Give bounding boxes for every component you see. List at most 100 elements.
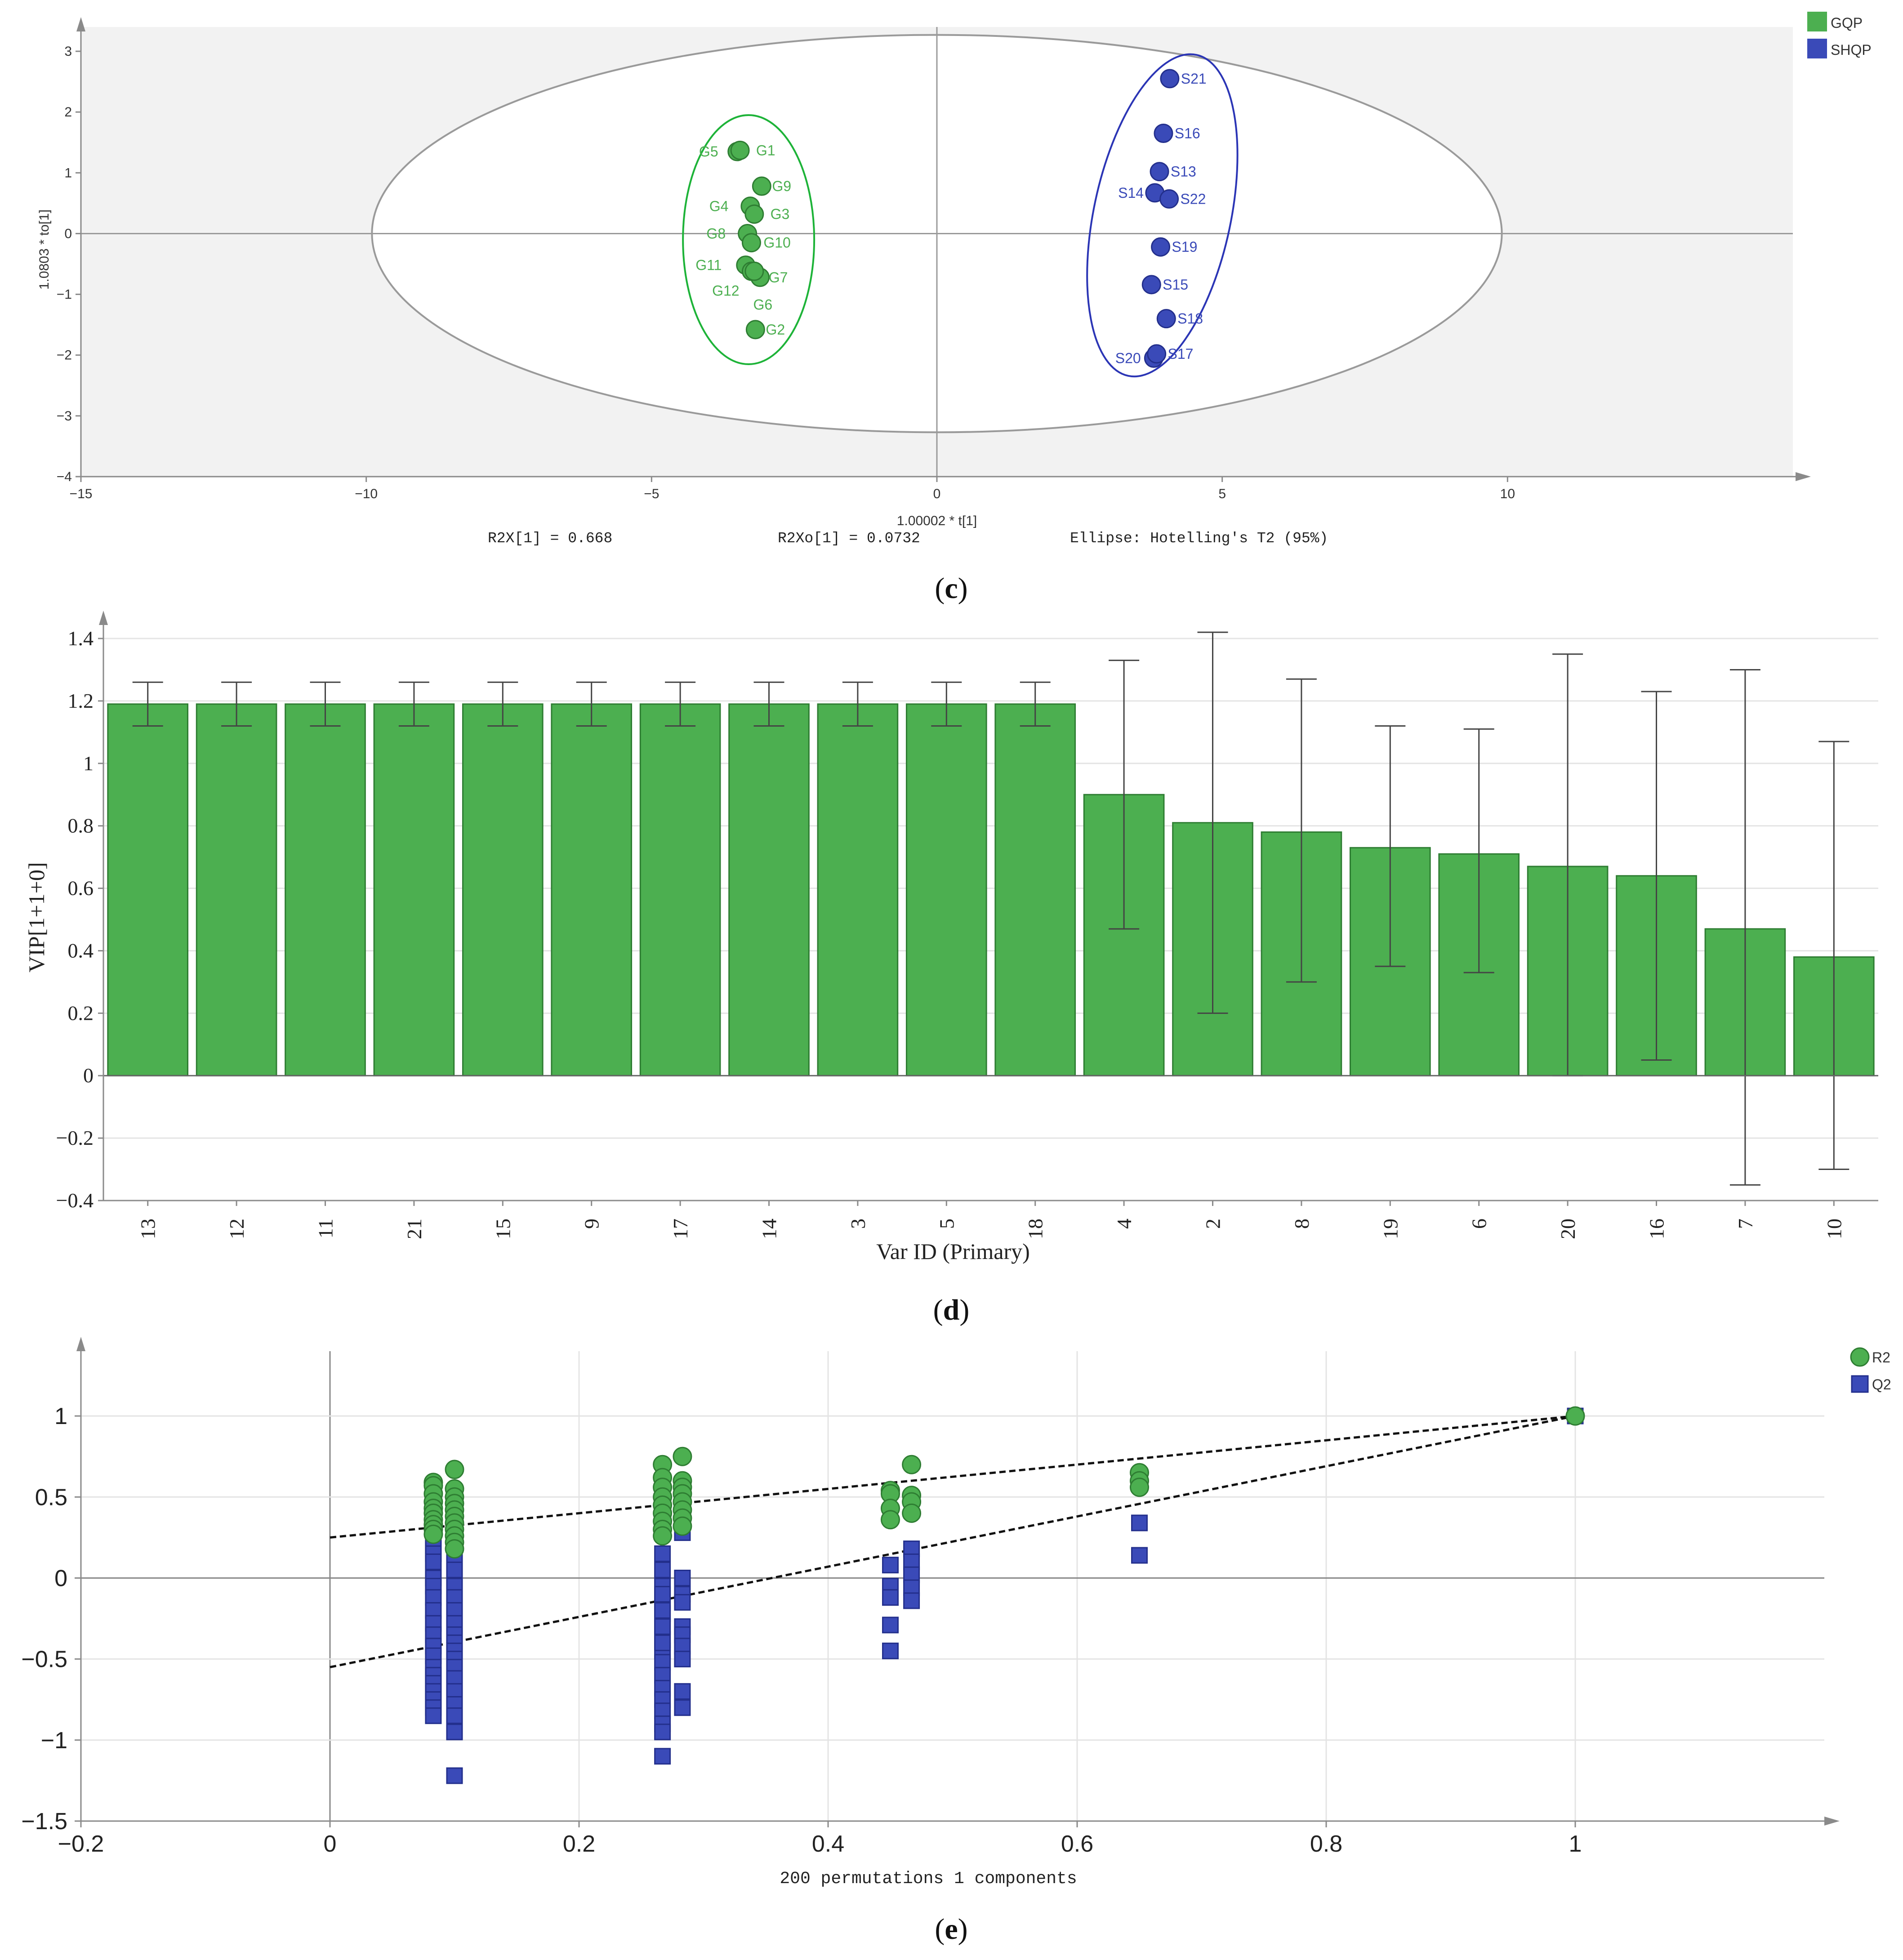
r2-point <box>1130 1478 1149 1497</box>
vip-bar-11 <box>285 703 366 1076</box>
r2xo-stat: R2Xo[1] = 0.0732 <box>778 530 920 547</box>
q2-point <box>654 1748 671 1765</box>
score-plot-x-tick-label: −10 <box>355 487 378 501</box>
score-point-g10 <box>741 233 761 253</box>
vip-y-tick-label: 0.8 <box>68 814 94 837</box>
vip-x-tick-label-9: 9 <box>580 1219 603 1229</box>
r2-point <box>673 1516 692 1536</box>
r2-point <box>1565 1406 1585 1426</box>
score-plot-y-label: 1.0803 * to[1] <box>37 210 52 290</box>
score-plot-y-tick-label: 2 <box>64 105 72 120</box>
q2-point <box>674 1569 691 1586</box>
vip-x-label: Var ID (Primary) <box>876 1239 1030 1264</box>
vip-bar-13 <box>107 703 189 1076</box>
permutation-y-tick-label: 0.5 <box>35 1484 67 1510</box>
r2-point <box>673 1447 692 1466</box>
score-point-label-g7: G7 <box>769 269 788 286</box>
score-point-label-g12: G12 <box>712 282 739 299</box>
group-ellipse-shqp <box>1086 53 1239 378</box>
permutation-x-tick-label: 1 <box>1569 1831 1582 1857</box>
score-point-g1 <box>730 140 750 160</box>
legend-label-r2: R2 <box>1872 1349 1890 1366</box>
group-ellipses <box>682 53 1239 378</box>
permutation-x-tick-label: 0.4 <box>812 1831 844 1857</box>
q2-point <box>1131 1514 1148 1531</box>
score-plot-x-tick-label: 10 <box>1500 487 1515 501</box>
permutation-gridlines <box>81 1351 1824 1821</box>
q2-point <box>903 1592 920 1609</box>
legend-label-q2: Q2 <box>1872 1376 1891 1393</box>
r2-point <box>902 1455 922 1474</box>
vip-axes <box>99 611 1878 1201</box>
q2-point <box>654 1586 671 1603</box>
score-point-label-s15: S15 <box>1163 277 1188 293</box>
panel-c-score-plot: G5 G1 G9 G4 G3 G8 G10 G11 G7 G12 G6 G2 S21 S16 S13 S14 S… <box>37 12 1872 605</box>
vip-y-tick-label: 0.6 <box>68 877 94 900</box>
permutation-x-tick-label: 0.2 <box>563 1831 595 1857</box>
vip-x-tick-label-3: 3 <box>847 1219 869 1229</box>
q2-point <box>446 1723 463 1741</box>
score-point-g3 <box>744 204 764 224</box>
score-point-label-g9: G9 <box>772 178 791 194</box>
vip-bar-14 <box>728 703 810 1076</box>
vip-bar-15 <box>462 703 544 1076</box>
r2x-stat: R2X[1] = 0.668 <box>488 530 612 547</box>
vip-bar-5 <box>905 703 987 1076</box>
q2-point <box>674 1594 691 1611</box>
panel-e-permutation-plot: −0.2 0 0.2 0.4 0.6 0.8 1 −1.5 −1 −0.5 0 0.5 1 200 pe… <box>21 1337 1891 1946</box>
vip-y-tick-label: 0 <box>83 1064 94 1087</box>
vip-x-tick-label-16: 16 <box>1645 1219 1668 1239</box>
permutation-x-tick-label: −0.2 <box>58 1831 104 1857</box>
q2-point <box>654 1634 671 1652</box>
vip-x-tick-label-11: 11 <box>314 1219 337 1238</box>
score-point-s17 <box>1147 344 1167 364</box>
q2-point <box>446 1707 463 1724</box>
permutation-x-tick-label: 0 <box>324 1831 337 1857</box>
score-plot-x-label: 1.00002 * t[1] <box>897 513 977 528</box>
r2-point <box>423 1524 443 1544</box>
vip-x-tick-label-19: 19 <box>1379 1219 1402 1239</box>
permutation-y-tick-label: 0 <box>54 1565 67 1591</box>
score-plot-legend: GQP SHQP <box>1807 12 1872 58</box>
score-plot-x-tick-label: 0 <box>933 487 941 501</box>
permutation-y-tick-label: −1.5 <box>21 1808 67 1835</box>
score-point-label-s13: S13 <box>1171 164 1196 180</box>
r2-point <box>902 1503 922 1523</box>
vip-x-tick-label-18: 18 <box>1024 1219 1047 1239</box>
vip-y-tick-label: 0.2 <box>68 1001 94 1024</box>
vip-y-tick-label: 1 <box>83 752 94 775</box>
vip-y-axis-arrow <box>99 611 108 625</box>
r2-point <box>653 1526 673 1546</box>
score-point-label-g11: G11 <box>695 257 722 273</box>
score-point-label-g3: G3 <box>771 206 790 222</box>
vip-x-tick-label-15: 15 <box>491 1219 514 1239</box>
score-point-g6 <box>744 261 764 281</box>
q2-point <box>882 1616 899 1634</box>
panel-label-e: (e) <box>935 1913 967 1946</box>
score-plot-y-tick-label: 1 <box>64 165 72 180</box>
vip-x-tick-label-17: 17 <box>669 1219 692 1239</box>
score-point-label-s21: S21 <box>1181 71 1207 87</box>
score-point-s15 <box>1141 275 1161 295</box>
vip-x-tick-label-10: 10 <box>1823 1219 1845 1239</box>
score-point-s13 <box>1150 162 1169 182</box>
legend-swatch-gqp <box>1807 12 1827 31</box>
q2-point <box>654 1723 671 1741</box>
vip-x-tick-label-8: 8 <box>1290 1219 1313 1229</box>
score-point-label-g5: G5 <box>699 143 718 160</box>
legend-label-gqp: GQP <box>1831 15 1863 31</box>
permutation-points <box>423 1406 1585 1784</box>
permutation-x-tick-label: 0.8 <box>1310 1831 1342 1857</box>
score-point-label-s14: S14 <box>1118 185 1144 201</box>
legend-label-shqp: SHQP <box>1831 42 1872 58</box>
permutation-axes <box>76 1337 1840 1826</box>
q2-point <box>654 1602 671 1619</box>
q2-point <box>1131 1547 1148 1564</box>
q2-point <box>882 1589 899 1606</box>
q2-point <box>654 1545 671 1562</box>
permutation-x-axis-arrow <box>1824 1817 1840 1826</box>
permutation-regression-lines <box>330 1415 1576 1669</box>
vip-x-tick-label-6: 6 <box>1468 1219 1491 1229</box>
